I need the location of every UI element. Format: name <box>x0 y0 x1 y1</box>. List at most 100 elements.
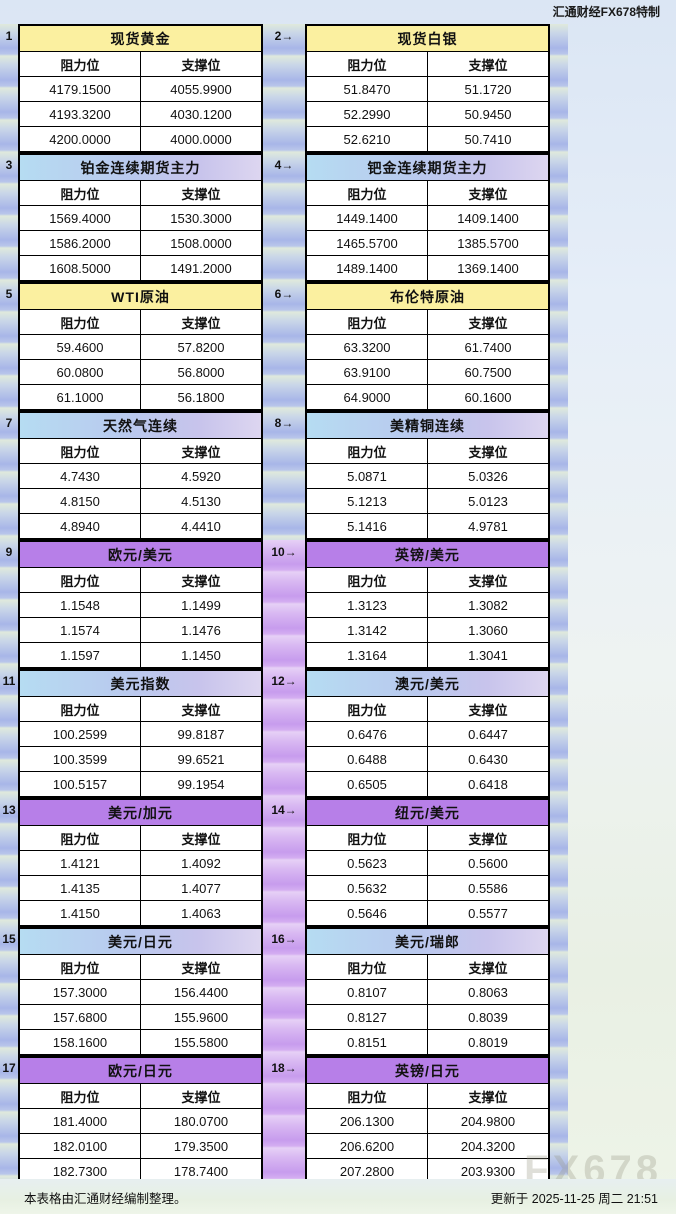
column-header-resistance: 阻力位 <box>18 954 141 980</box>
table-title: 美精铜连续 <box>305 411 550 439</box>
column-header-resistance: 阻力位 <box>305 438 428 464</box>
support-value: 155.9600 <box>140 1004 263 1030</box>
resistance-value: 1586.2000 <box>18 230 141 256</box>
table-row: 100.3599 99.6521 <box>18 746 263 772</box>
support-value: 4.5130 <box>140 488 263 514</box>
table-row: 182.0100 179.3500 <box>18 1133 263 1159</box>
support-value: 51.1720 <box>427 76 550 102</box>
quote-table: 英镑/美元 阻力位 支撑位 1.3123 1.3082 1.3142 1.3060 1.316… <box>305 540 550 669</box>
column-header-support: 支撑位 <box>427 180 550 206</box>
table-index-right: 14→ <box>271 803 297 817</box>
left-column: 现货黄金 阻力位 支撑位 4179.1500 4055.9900 4193.3200 403… <box>18 24 263 1185</box>
resistance-value: 5.1416 <box>305 513 428 540</box>
support-value: 1.4077 <box>140 875 263 901</box>
quote-table: 美元指数 阻力位 支撑位 100.2599 99.8187 100.3599 99.6521… <box>18 669 263 798</box>
middle-gutter: 2→ 4→ 6→ 8→ 10→ 12→ 14→ 16→ 18→ <box>263 24 305 1179</box>
header-bar: 汇通财经FX678特制 <box>0 0 676 24</box>
resistance-value: 0.8151 <box>305 1029 428 1056</box>
column-header-support: 支撑位 <box>427 1083 550 1109</box>
table-row: 206.1300 204.9800 <box>305 1108 550 1134</box>
column-header-resistance: 阻力位 <box>18 309 141 335</box>
table-row: 4.8940 4.4410 <box>18 513 263 540</box>
resistance-value: 1.1574 <box>18 617 141 643</box>
table-row: 0.6488 0.6430 <box>305 746 550 772</box>
support-value: 0.5586 <box>427 875 550 901</box>
support-value: 99.1954 <box>140 771 263 798</box>
table-row: 52.2990 50.9450 <box>305 101 550 127</box>
quote-table: 美精铜连续 阻力位 支撑位 5.0871 5.0326 5.1213 5.0123 5.141… <box>305 411 550 540</box>
resistance-value: 1.4121 <box>18 850 141 876</box>
table-title: 天然气连续 <box>18 411 263 439</box>
support-value: 1.1476 <box>140 617 263 643</box>
support-value: 0.5600 <box>427 850 550 876</box>
resistance-value: 52.2990 <box>305 101 428 127</box>
table-row: 206.6200 204.3200 <box>305 1133 550 1159</box>
resistance-value: 100.3599 <box>18 746 141 772</box>
table-title: 美元指数 <box>18 669 263 697</box>
support-value: 4000.0000 <box>140 126 263 153</box>
support-value: 0.5577 <box>427 900 550 927</box>
resistance-value: 206.1300 <box>305 1108 428 1134</box>
resistance-value: 0.6476 <box>305 721 428 747</box>
table-row: 5.0871 5.0326 <box>305 463 550 489</box>
table-index-left: 17 <box>2 1061 16 1075</box>
table-row: 52.6210 50.7410 <box>305 126 550 153</box>
table-row: 5.1213 5.0123 <box>305 488 550 514</box>
table-index-left: 9 <box>5 545 13 559</box>
table-title: 美元/日元 <box>18 927 263 955</box>
right-column: 现货白银 阻力位 支撑位 51.8470 51.1720 52.2990 50.9450 52… <box>305 24 550 1185</box>
support-value: 204.9800 <box>427 1108 550 1134</box>
table-row: 1.4150 1.4063 <box>18 900 263 927</box>
table-row: 181.4000 180.0700 <box>18 1108 263 1134</box>
quote-table: 英镑/日元 阻力位 支撑位 206.1300 204.9800 206.6200 204.3… <box>305 1056 550 1185</box>
quote-table: 布伦特原油 阻力位 支撑位 63.3200 61.7400 63.9100 60.7500 6… <box>305 282 550 411</box>
resistance-value: 0.5632 <box>305 875 428 901</box>
table-row: 0.5646 0.5577 <box>305 900 550 927</box>
resistance-value: 1.3164 <box>305 642 428 669</box>
support-value: 50.7410 <box>427 126 550 153</box>
support-value: 60.7500 <box>427 359 550 385</box>
table-row: 0.8151 0.8019 <box>305 1029 550 1056</box>
table-row: 4193.3200 4030.1200 <box>18 101 263 127</box>
table-index-left: 1 <box>5 29 13 43</box>
table-row: 63.3200 61.7400 <box>305 334 550 360</box>
table-row: 4179.1500 4055.9900 <box>18 76 263 102</box>
table-index-left: 5 <box>5 287 13 301</box>
resistance-value: 0.5646 <box>305 900 428 927</box>
column-header-support: 支撑位 <box>140 180 263 206</box>
support-value: 4.9781 <box>427 513 550 540</box>
table-row: 51.8470 51.1720 <box>305 76 550 102</box>
support-value: 1530.3000 <box>140 205 263 231</box>
table-row: 0.8127 0.8039 <box>305 1004 550 1030</box>
support-value: 1508.0000 <box>140 230 263 256</box>
quote-table: 欧元/美元 阻力位 支撑位 1.1548 1.1499 1.1574 1.1476 1.159… <box>18 540 263 669</box>
support-value: 61.7400 <box>427 334 550 360</box>
table-row: 158.1600 155.5800 <box>18 1029 263 1056</box>
column-header-support: 支撑位 <box>427 567 550 593</box>
table-row: 157.3000 156.4400 <box>18 979 263 1005</box>
support-value: 1.1499 <box>140 592 263 618</box>
resistance-value: 1.3142 <box>305 617 428 643</box>
quote-table: 纽元/美元 阻力位 支撑位 0.5623 0.5600 0.5632 0.5586 0.564… <box>305 798 550 927</box>
table-index-left: 13 <box>2 803 16 817</box>
table-row: 157.6800 155.9600 <box>18 1004 263 1030</box>
column-header-support: 支撑位 <box>427 309 550 335</box>
column-header-support: 支撑位 <box>140 825 263 851</box>
column-header-resistance: 阻力位 <box>305 825 428 851</box>
column-header-support: 支撑位 <box>427 438 550 464</box>
quote-table: 美元/瑞郎 阻力位 支撑位 0.8107 0.8063 0.8127 0.8039 0.815… <box>305 927 550 1056</box>
column-header-support: 支撑位 <box>140 51 263 77</box>
column-header-support: 支撑位 <box>427 696 550 722</box>
support-value: 180.0700 <box>140 1108 263 1134</box>
resistance-value: 59.4600 <box>18 334 141 360</box>
table-row: 100.5157 99.1954 <box>18 771 263 798</box>
support-value: 0.6447 <box>427 721 550 747</box>
column-header-support: 支撑位 <box>140 567 263 593</box>
column-header-resistance: 阻力位 <box>305 1083 428 1109</box>
table-row: 0.8107 0.8063 <box>305 979 550 1005</box>
resistance-value: 63.9100 <box>305 359 428 385</box>
table-index-right: 18→ <box>271 1061 297 1075</box>
column-header-support: 支撑位 <box>427 954 550 980</box>
support-value: 1.3041 <box>427 642 550 669</box>
resistance-value: 158.1600 <box>18 1029 141 1056</box>
